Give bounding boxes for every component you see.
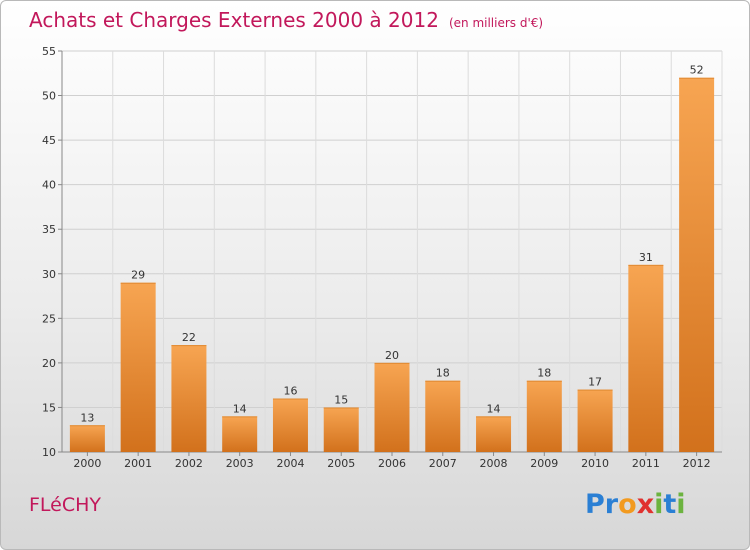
x-tick-label-2001: 2001 bbox=[124, 457, 152, 470]
value-label-2007: 18 bbox=[436, 367, 450, 380]
y-tick-label-35: 35 bbox=[42, 223, 56, 236]
y-tick-label-25: 25 bbox=[42, 312, 56, 325]
value-label-2003: 14 bbox=[233, 402, 247, 415]
proxiti-logo[interactable]: Proxiti bbox=[585, 489, 686, 520]
bar-2009 bbox=[526, 380, 562, 452]
logo-letter-0: P bbox=[585, 489, 605, 520]
x-tick-label-2011: 2011 bbox=[632, 457, 660, 470]
value-label-2008: 14 bbox=[487, 402, 501, 415]
bar-2004 bbox=[272, 398, 308, 452]
bar-2005 bbox=[323, 407, 359, 452]
bar-2012 bbox=[679, 77, 715, 452]
chart-unit-label: (en milliers d'€) bbox=[448, 16, 544, 30]
y-tick-label-20: 20 bbox=[42, 357, 56, 370]
bar-2000 bbox=[69, 425, 105, 452]
logo-letter-1: r bbox=[604, 489, 619, 520]
place-name: FLéCHY bbox=[29, 494, 102, 516]
bar-2006 bbox=[374, 362, 410, 452]
y-tick-label-40: 40 bbox=[42, 179, 56, 192]
value-label-2009: 18 bbox=[537, 367, 551, 380]
logo-letter-4: i bbox=[654, 489, 664, 520]
axes: 10 15 20 25 30 35 40 45 50 55 2000 2001 2002 2003 2004… bbox=[42, 45, 722, 470]
x-tick-label-2009: 2009 bbox=[530, 457, 558, 470]
x-tick-label-2005: 2005 bbox=[327, 457, 355, 470]
y-tick-label-30: 30 bbox=[42, 268, 56, 281]
x-tick-label-2006: 2006 bbox=[378, 457, 406, 470]
value-label-2006: 20 bbox=[385, 349, 399, 362]
x-tick-label-2000: 2000 bbox=[73, 457, 101, 470]
logo-letter-2: o bbox=[618, 489, 637, 520]
value-label-2001: 29 bbox=[131, 269, 145, 282]
x-tick-label-2004: 2004 bbox=[276, 457, 304, 470]
y-tick-label-55: 55 bbox=[42, 45, 56, 58]
logo-letter-6: i bbox=[676, 489, 686, 520]
x-tick-label-2008: 2008 bbox=[480, 457, 508, 470]
x-tick-label-2003: 2003 bbox=[226, 457, 254, 470]
bar-2003 bbox=[222, 416, 258, 452]
y-tick-label-50: 50 bbox=[42, 90, 56, 103]
value-label-2005: 15 bbox=[334, 393, 348, 406]
y-tick-label-45: 45 bbox=[42, 134, 56, 147]
logo-letter-3: x bbox=[636, 489, 655, 520]
y-tick-label-10: 10 bbox=[42, 446, 56, 459]
logo-letter-5: t bbox=[663, 489, 677, 520]
value-label-2010: 17 bbox=[588, 376, 602, 389]
bar-2001 bbox=[120, 282, 156, 452]
bar-2007 bbox=[425, 380, 461, 452]
x-tick-label-2002: 2002 bbox=[175, 457, 203, 470]
value-label-2004: 16 bbox=[283, 385, 297, 398]
bar-2008 bbox=[476, 416, 512, 452]
bar-2002 bbox=[171, 345, 207, 452]
x-tick-label-2010: 2010 bbox=[581, 457, 609, 470]
x-tick-label-2007: 2007 bbox=[429, 457, 457, 470]
value-label-2002: 22 bbox=[182, 331, 196, 344]
bar-2010 bbox=[577, 389, 613, 452]
x-tick-label-2012: 2012 bbox=[683, 457, 711, 470]
chart-title: Achats et Charges Externes 2000 à 2012 bbox=[29, 8, 439, 32]
value-label-2011: 31 bbox=[639, 251, 653, 264]
bar-2011 bbox=[628, 264, 664, 452]
y-tick-label-15: 15 bbox=[42, 401, 56, 414]
bars bbox=[69, 77, 715, 452]
value-label-2012: 52 bbox=[690, 64, 704, 77]
value-label-2000: 13 bbox=[80, 411, 94, 424]
labels: 13 29 22 14 16 15 20 18 14 18 17 31 52 bbox=[80, 64, 703, 425]
chart-title-line: Achats et Charges Externes 2000 à 2012 (e… bbox=[29, 8, 543, 32]
